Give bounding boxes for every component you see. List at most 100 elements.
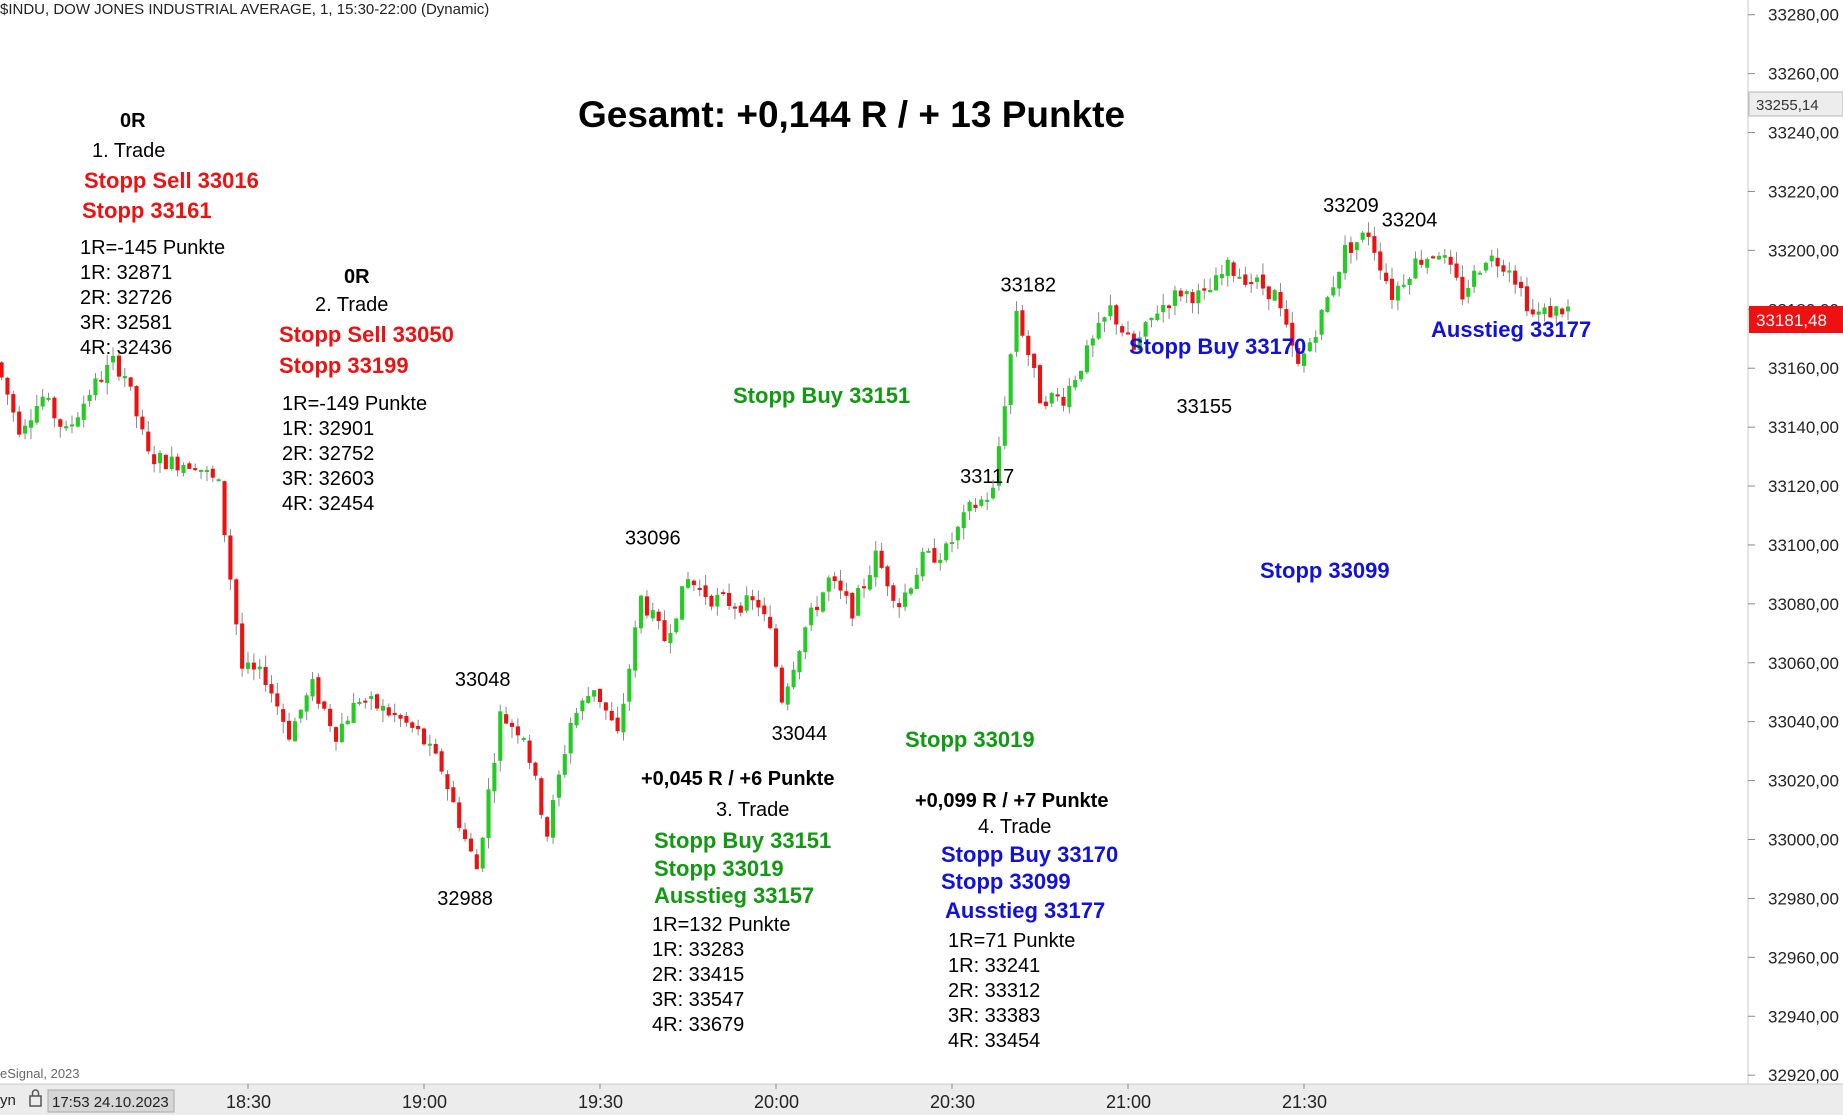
candle-up — [1084, 345, 1089, 373]
candle-up — [1554, 306, 1559, 316]
candle-down — [375, 694, 380, 709]
candle-down — [850, 592, 855, 619]
current-price-label: 33181,48 — [1756, 311, 1827, 330]
candle-up — [1542, 307, 1547, 314]
trade4-line: 4R: 33454 — [948, 1030, 1040, 1052]
candle-up — [908, 588, 913, 594]
candle-up — [920, 551, 925, 577]
y-tick-label: 33080,00 — [1768, 595, 1839, 614]
candle-up — [28, 420, 33, 428]
lock-icon-body[interactable] — [29, 1095, 42, 1107]
candle-up — [914, 574, 919, 590]
candle-down — [193, 468, 198, 471]
candle-up — [1307, 342, 1312, 352]
candle-down — [703, 585, 708, 598]
candle-up — [991, 487, 996, 499]
candle-up — [1272, 290, 1277, 301]
candle-up — [169, 456, 174, 469]
lock-icon[interactable] — [31, 1089, 40, 1096]
candle-up — [1354, 242, 1359, 251]
y-tick-label: 33240,00 — [1768, 124, 1839, 143]
trade2-annotation: 0R 2. Trade Stopp Sell 33050 Stopp 33199… — [279, 266, 454, 515]
candle-up — [685, 579, 691, 588]
candle-up — [1337, 271, 1342, 289]
candle-up — [674, 618, 679, 633]
candle-down — [1026, 335, 1031, 356]
candle-down — [697, 587, 702, 590]
candle-up — [1079, 370, 1084, 380]
plot-area[interactable] — [0, 0, 1748, 1084]
candle-up — [1343, 244, 1348, 274]
candle-up — [1090, 338, 1095, 346]
candle-up — [1008, 354, 1013, 406]
candle-up — [1137, 337, 1142, 350]
trade2-stop: Stopp 33199 — [279, 353, 409, 378]
y-tick-label: 33160,00 — [1768, 359, 1839, 378]
trade4-name: 4. Trade — [978, 816, 1051, 838]
candle-down — [1348, 242, 1353, 253]
candle-down — [228, 535, 233, 580]
candle-down — [140, 416, 145, 430]
candle-up — [351, 702, 356, 723]
candle-up — [809, 607, 814, 626]
timestamp-box — [47, 1089, 175, 1113]
candle-down — [603, 702, 608, 711]
chart-label-green-entry: Stopp Buy 33151 — [733, 383, 910, 408]
candle-down — [1190, 292, 1195, 304]
y-tick-label: 32960,00 — [1768, 948, 1839, 967]
price-level-label: 33048 — [455, 669, 511, 691]
candle-down — [333, 727, 339, 742]
candle-down — [1266, 286, 1271, 300]
candle-up — [122, 375, 127, 379]
trade4-exit: Ausstieg 33177 — [945, 898, 1105, 923]
candle-up — [1565, 306, 1571, 312]
price-axis[interactable] — [1748, 0, 1843, 1084]
candle-down — [727, 592, 732, 606]
candle-down — [1231, 262, 1236, 276]
candle-down — [732, 606, 737, 609]
footer-left-tag: yn — [0, 1092, 16, 1109]
candle-up — [1073, 380, 1078, 388]
x-tick-label: 19:30 — [578, 1092, 623, 1112]
candle-up — [1002, 406, 1007, 446]
trade4-line: 1R: 33241 — [948, 955, 1040, 977]
candle-down — [527, 740, 532, 763]
candle-down — [52, 397, 57, 419]
candle-up — [944, 543, 949, 561]
trade1-annotation: 0R 1. Trade Stopp Sell 33016 Stopp 33161… — [80, 110, 259, 359]
candle-up — [1219, 274, 1224, 279]
candle-down — [844, 591, 849, 596]
y-tick-label: 33020,00 — [1768, 772, 1839, 791]
candle-down — [609, 710, 614, 721]
candle-down — [222, 481, 227, 536]
trade3-line: 1R: 33283 — [652, 939, 744, 961]
candle-down — [1114, 305, 1119, 325]
candle-up — [568, 722, 573, 754]
candle-up — [1407, 278, 1412, 285]
candle-up — [785, 686, 790, 705]
candle-up — [949, 542, 955, 545]
candle-down — [762, 605, 767, 615]
candle-down — [1454, 263, 1459, 278]
trade1-r: 0R — [120, 110, 146, 132]
y-tick-label: 33280,00 — [1768, 6, 1839, 25]
candle-down — [1378, 251, 1383, 271]
candle-up — [81, 403, 86, 420]
candle-up — [46, 397, 51, 400]
candle-up — [985, 499, 990, 502]
trade3-stop: Stopp 33019 — [654, 856, 784, 881]
trade2-line: 2R: 32752 — [282, 443, 374, 465]
price-level-label: 33204 — [1382, 210, 1438, 232]
candle-up — [1301, 353, 1307, 366]
candle-up — [1096, 322, 1101, 339]
candle-down — [891, 585, 896, 601]
candle-down — [398, 715, 403, 719]
candle-up — [820, 592, 825, 612]
candle-down — [932, 548, 937, 563]
candle-down — [515, 726, 520, 736]
candle-down — [1419, 259, 1424, 265]
candle-up — [668, 633, 673, 644]
time-axis[interactable] — [0, 1084, 1843, 1115]
price-level-label: 33117 — [960, 466, 1014, 488]
